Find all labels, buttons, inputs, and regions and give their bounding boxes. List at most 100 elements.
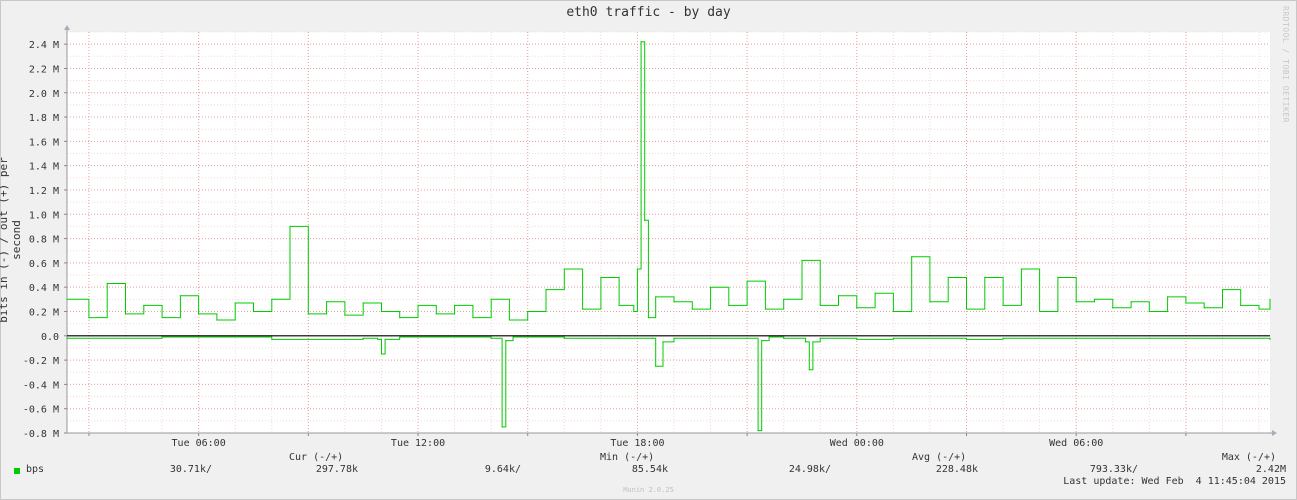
- x-tick-label: Tue 06:00: [172, 438, 226, 449]
- data-point-out: [1039, 310, 1041, 313]
- legend-cur-in: 30.71k/: [169, 464, 212, 475]
- x-axis-arrow: [1272, 430, 1277, 436]
- legend-header-min: Min (-/+): [600, 452, 655, 463]
- data-point-out: [709, 286, 712, 288]
- data-point-in: [1269, 338, 1271, 341]
- data-point-out: [1020, 268, 1022, 270]
- data-point-out: [1258, 308, 1260, 310]
- data-point-out: [508, 319, 511, 321]
- munin-version: Munin 2.0.25: [623, 486, 674, 494]
- data-point-out: [636, 268, 639, 270]
- data-point-out: [655, 296, 657, 298]
- data-point-in: [377, 338, 379, 341]
- data-point-in: [856, 338, 858, 341]
- y-tick-label: 0.8 M: [29, 235, 59, 246]
- data-point-out: [581, 308, 584, 310]
- data-point-out: [234, 302, 236, 304]
- data-point-out: [837, 295, 840, 297]
- y-tick-label: -0.8 M: [23, 429, 59, 440]
- data-point-out: [1148, 310, 1150, 313]
- data-point-out: [746, 280, 748, 282]
- data-point-out: [728, 304, 730, 307]
- data-point-in: [271, 338, 273, 341]
- last-update: Last update: Wed Feb 4 11:45:04 2015: [1063, 476, 1286, 487]
- y-tick-label: -0.6 M: [23, 405, 59, 416]
- data-point-out: [362, 302, 364, 304]
- traffic-chart: 2.4 M 2.2 M 2.0 M 1.8 M 1.6 M 1.4 M 1.2 M 1.0 M…: [23, 25, 1277, 449]
- data-point-out: [1185, 302, 1187, 304]
- y-tick-label: 2.2 M: [29, 64, 59, 75]
- data-point-in: [1148, 337, 1150, 339]
- data-point-out: [691, 308, 693, 310]
- plot-area: [67, 32, 1270, 433]
- data-point-out: [1203, 307, 1205, 309]
- data-point-out: [344, 314, 346, 316]
- data-point-out: [472, 316, 474, 319]
- data-point-out: [106, 282, 108, 285]
- data-point-out: [527, 310, 529, 313]
- data-point-out: [783, 298, 785, 300]
- data-point-out: [1075, 301, 1077, 303]
- data-point-out: [289, 225, 291, 228]
- data-point-out: [490, 298, 492, 300]
- data-point-out: [453, 304, 456, 307]
- data-point-in: [892, 337, 894, 339]
- y-tick-label: 1.2 M: [29, 186, 59, 197]
- data-point-out: [88, 316, 90, 319]
- data-point-in: [512, 336, 514, 338]
- legend-avg-in: 24.98k/: [788, 464, 831, 475]
- data-point-out: [947, 276, 949, 279]
- data-point-out: [252, 310, 255, 313]
- y-tick-label: 0.4 M: [29, 283, 59, 294]
- legend-header-max: Max (-/+): [1221, 452, 1276, 463]
- data-point-out: [545, 289, 547, 291]
- y-tick-label: -0.2 M: [23, 356, 59, 367]
- legend-header-avg: Avg (-/+): [912, 452, 967, 463]
- data-point-out: [216, 319, 218, 321]
- y-tick-label: 1.8 M: [29, 113, 59, 124]
- data-point-in: [805, 341, 807, 343]
- data-point-out: [1112, 307, 1114, 309]
- data-point-out: [271, 298, 273, 300]
- data-point-in: [651, 337, 653, 339]
- data-point-out: [673, 301, 675, 303]
- data-point-out: [563, 268, 565, 270]
- data-point-in: [1002, 337, 1004, 339]
- data-point-out: [179, 295, 181, 297]
- data-point-out: [965, 308, 968, 310]
- data-point-out: [1057, 276, 1059, 279]
- data-point-in: [66, 337, 68, 339]
- y-tick-label: 1.4 M: [29, 162, 59, 173]
- y-tick-label: 0.0: [41, 332, 59, 343]
- y-tick-label: 1.0 M: [29, 210, 59, 221]
- data-point-in: [783, 337, 785, 339]
- data-point-in: [768, 336, 770, 338]
- data-point-out: [600, 276, 602, 279]
- data-point-in: [709, 337, 712, 339]
- data-point-out: [143, 304, 145, 307]
- data-point-in: [673, 337, 675, 339]
- y-tick-label: -0.4 M: [23, 380, 59, 391]
- data-point-in: [819, 337, 821, 339]
- data-point-out: [417, 304, 419, 307]
- data-point-out: [1221, 289, 1224, 291]
- data-point-out: [647, 316, 649, 319]
- data-point-out: [644, 219, 646, 221]
- data-point-out: [1002, 304, 1004, 307]
- legend-min-in: 9.64k/: [484, 464, 521, 475]
- data-point-out: [326, 301, 328, 303]
- data-point-in: [746, 337, 748, 339]
- legend-header-cur: Cur (-/+): [289, 452, 344, 463]
- legend-avg-out: 228.48k: [935, 464, 978, 475]
- data-point-in: [757, 429, 759, 432]
- data-point-out: [307, 313, 309, 315]
- x-tick-label: Wed 00:00: [830, 438, 884, 449]
- data-point-out: [874, 292, 876, 294]
- data-point-in: [399, 336, 401, 338]
- x-tick-label: Tue 18:00: [610, 438, 664, 449]
- data-point-out: [984, 276, 986, 279]
- data-point-out: [764, 308, 766, 310]
- x-tick-label: Tue 12:00: [391, 438, 445, 449]
- legend-max-out: 2.42M: [1255, 464, 1286, 475]
- chart-title: eth0 traffic - by day: [566, 5, 731, 20]
